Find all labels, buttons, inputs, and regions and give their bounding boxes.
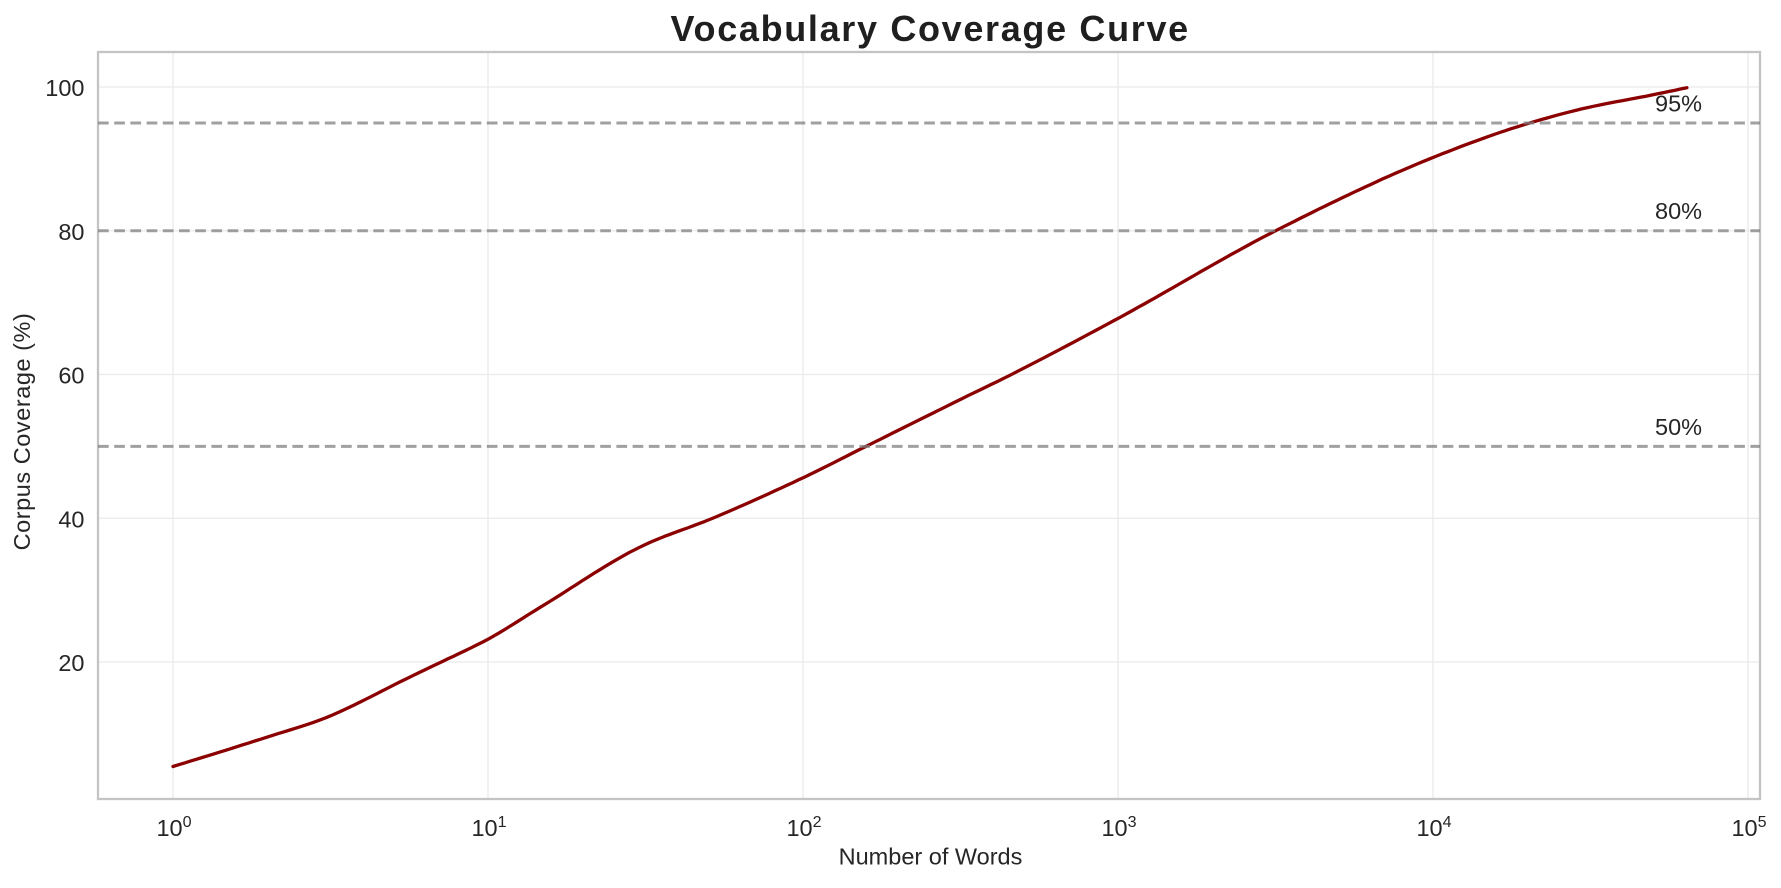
svg-text:100: 100	[45, 75, 84, 101]
svg-text:80: 80	[58, 219, 84, 245]
svg-text:80%: 80%	[1655, 198, 1702, 224]
svg-text:Number of Words: Number of Words	[839, 844, 1023, 870]
svg-text:95%: 95%	[1655, 90, 1702, 116]
svg-text:40: 40	[58, 507, 84, 533]
svg-text:Corpus Coverage (%): Corpus Coverage (%)	[9, 313, 35, 551]
svg-text:60: 60	[58, 363, 84, 389]
svg-text:50%: 50%	[1655, 414, 1702, 440]
svg-text:20: 20	[58, 650, 84, 676]
svg-text:Vocabulary Coverage Curve: Vocabulary Coverage Curve	[671, 8, 1190, 49]
